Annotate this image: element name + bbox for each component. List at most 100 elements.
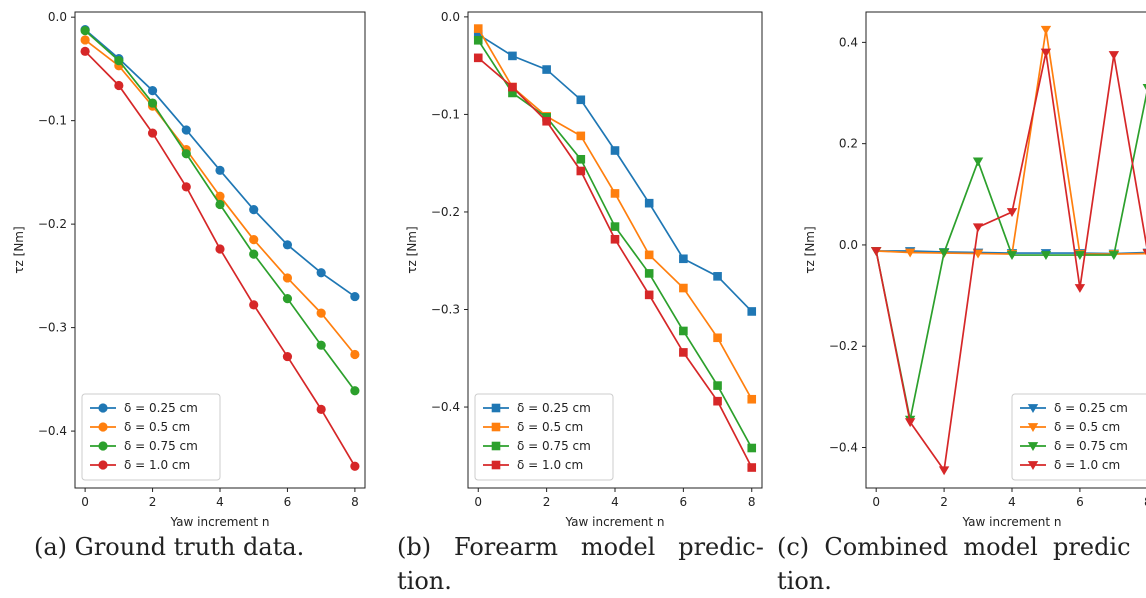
data-point [147, 86, 158, 96]
data-point [576, 95, 586, 105]
x-tick-label: 0 [81, 495, 89, 509]
data-point [1040, 48, 1052, 58]
data-point [542, 116, 551, 126]
x-tick-label: 4 [1008, 495, 1016, 509]
data-point [1108, 251, 1120, 261]
caption-b: (b) Forearm model predic- tion. [397, 530, 775, 598]
y-tick-label: −0.1 [38, 114, 67, 128]
series-2 [473, 24, 757, 404]
y-tick-label: 0.0 [839, 238, 858, 252]
caption-c: (c) Combined model predic tion. [777, 530, 1146, 598]
x-axis-label: Yaw increment n [961, 515, 1061, 529]
data-point [747, 463, 757, 472]
data-point [644, 269, 654, 278]
y-tick-label: 0.4 [839, 35, 858, 49]
legend-box [474, 393, 614, 481]
data-point [904, 418, 916, 428]
x-tick-label: 8 [351, 495, 359, 509]
series-1 [473, 30, 757, 316]
legend: δ = 0.25 cm δ = 0.5 cm δ = 0.75 cm δ = 1.0 … [1011, 393, 1146, 481]
data-point [679, 283, 688, 293]
data-point [610, 222, 620, 231]
data-point [181, 125, 191, 135]
data-point [508, 82, 517, 92]
data-point [576, 166, 586, 176]
data-point [1074, 284, 1086, 293]
caption-b-line2: tion. [397, 567, 452, 595]
data-point [576, 154, 586, 164]
figure-canvas: 0.0 −0.1 −0.2 −0.3 −0.4 0 2 4 6 8 Yaw increment n τ… [12, 10, 1146, 529]
data-point [610, 189, 620, 198]
legend-swatch-marker [1027, 461, 1039, 470]
caption-c-line2: tion. [777, 567, 832, 595]
data-point [473, 24, 483, 33]
x-tick-label: 4 [611, 495, 619, 509]
series-3 [870, 84, 1146, 425]
legend-swatch-marker [1027, 404, 1039, 413]
data-point [713, 396, 722, 406]
data-point [282, 273, 293, 283]
chart-2: 0.0 −0.1 −0.2 −0.3 −0.4 0 2 4 6 8 Yaw increment n τ… [405, 10, 763, 529]
data-point [542, 65, 551, 74]
data-point [508, 88, 517, 98]
data-point [679, 326, 688, 336]
legend-label: δ = 1.0 cm [517, 458, 583, 472]
y-tick-label: −0.3 [38, 321, 67, 335]
data-point [576, 131, 586, 141]
data-point [1142, 84, 1146, 90]
x-tick-label: 0 [872, 495, 880, 509]
caption-a: (a) Ground truth data. [34, 533, 305, 561]
data-point [904, 248, 916, 258]
legend-label: δ = 0.75 cm [517, 439, 591, 453]
caption-b-line1: (b) Forearm model predic- [397, 533, 764, 561]
legend-label: δ = 1.0 cm [124, 458, 190, 472]
x-axis-label: Yaw increment n [564, 515, 664, 529]
y-tick-label: 0.2 [839, 137, 858, 151]
data-point [713, 381, 722, 390]
y-tick-label: −0.3 [431, 303, 460, 317]
legend-label: δ = 0.5 cm [517, 420, 583, 434]
x-tick-label: 8 [1144, 495, 1146, 509]
legend-swatch-marker [491, 460, 501, 470]
data-point [249, 235, 259, 245]
data-point [747, 443, 757, 453]
legend-label: δ = 0.5 cm [1054, 420, 1120, 434]
data-point [114, 56, 124, 66]
legend-swatch-marker [491, 403, 501, 413]
data-point [316, 340, 326, 350]
y-tick-label: −0.2 [431, 205, 460, 219]
data-point [316, 268, 326, 278]
data-point [972, 223, 984, 233]
legend-swatch-marker [98, 403, 108, 413]
data-point [215, 244, 225, 254]
data-point [473, 35, 483, 45]
y-tick-label: 0.0 [441, 10, 460, 24]
data-point [249, 249, 259, 259]
legend-swatch-marker [98, 460, 108, 470]
data-point [215, 199, 225, 210]
data-point [350, 386, 360, 396]
x-tick-label: 2 [543, 495, 551, 509]
series-4 [473, 53, 757, 472]
data-point [114, 80, 124, 91]
y-axis-label: τz [Nm] [12, 226, 26, 273]
x-tick-label: 6 [680, 495, 688, 509]
data-point [350, 349, 360, 360]
data-point [350, 291, 360, 302]
data-point [215, 165, 225, 175]
data-point [80, 26, 90, 36]
data-point [181, 149, 191, 159]
data-point [713, 333, 722, 343]
data-point [713, 272, 722, 281]
data-point [1142, 249, 1146, 255]
x-tick-label: 8 [748, 495, 756, 509]
legend-box [1011, 393, 1146, 481]
data-point [282, 294, 293, 304]
caption-c-line1: (c) Combined model predic [777, 533, 1131, 561]
data-point [249, 205, 259, 215]
data-point [80, 35, 90, 45]
y-axis-label: τz [Nm] [405, 226, 419, 273]
data-point [80, 46, 90, 56]
series-3 [80, 26, 360, 396]
data-point [644, 198, 654, 208]
